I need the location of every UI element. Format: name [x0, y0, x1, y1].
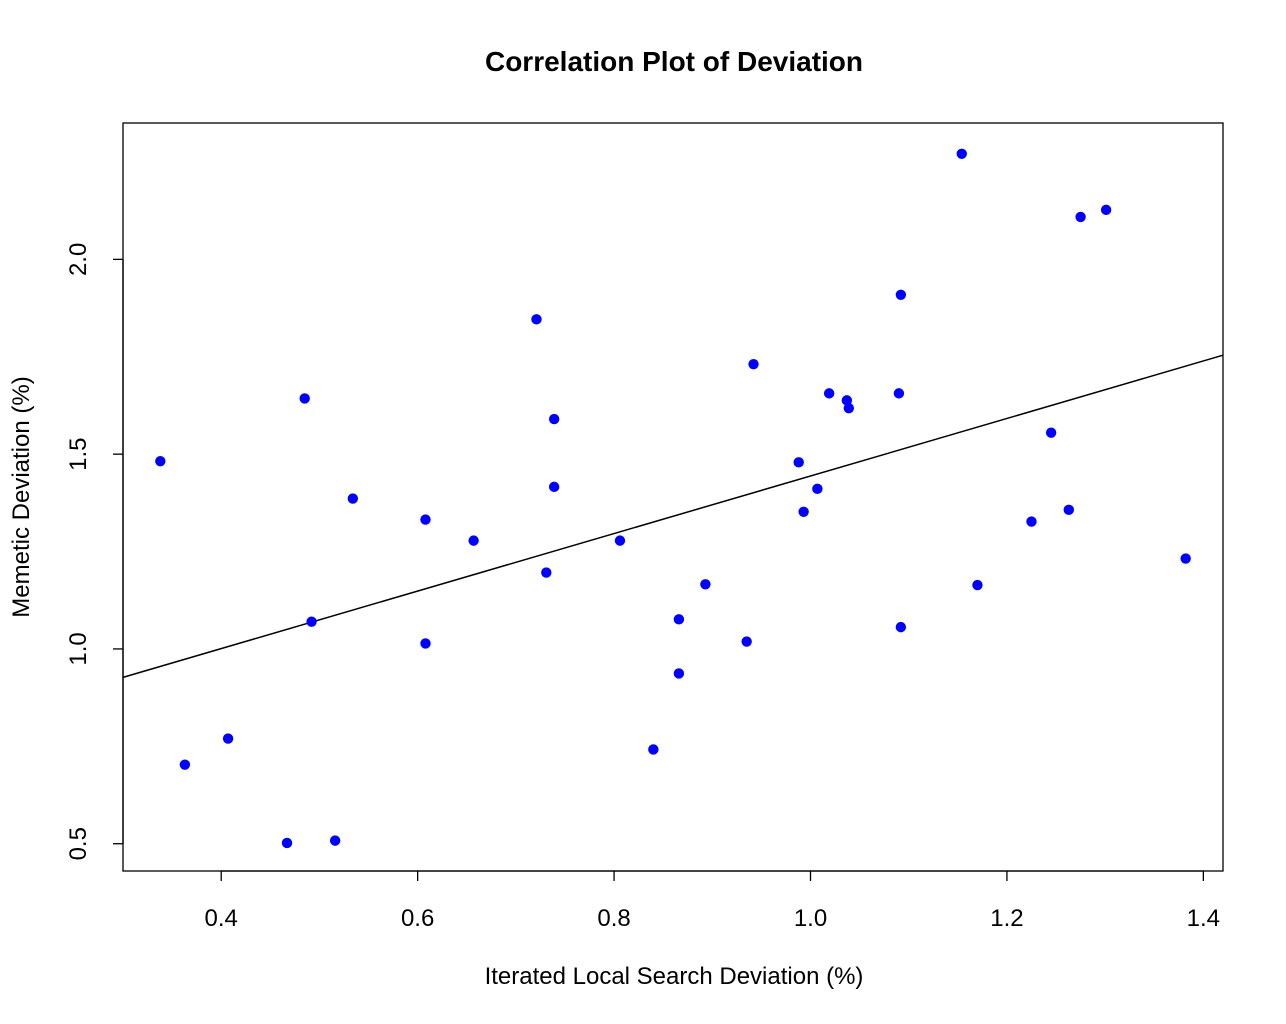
data-point — [748, 358, 759, 370]
data-point — [700, 579, 711, 590]
data-point — [299, 393, 310, 404]
y-axis: 0.5 1.0 1.5 2.0 — [65, 243, 124, 860]
data-point — [741, 636, 752, 647]
data-point — [1100, 204, 1112, 216]
data-point — [614, 535, 626, 546]
data-point — [420, 514, 431, 525]
x-axis: 0.4 0.6 0.8 1.0 1.2 1.4 — [205, 870, 1220, 932]
x-tick-label: 0.6 — [401, 905, 434, 932]
data-point — [956, 148, 967, 159]
regression-line — [122, 354, 1224, 679]
plot-frame — [122, 122, 1224, 872]
data-point — [1075, 211, 1086, 223]
data-point — [895, 621, 907, 633]
data-point — [155, 455, 166, 467]
data-points — [155, 148, 1191, 849]
x-tick-label: 1.2 — [990, 905, 1023, 932]
data-point — [972, 579, 983, 591]
y-tick-label: 1.5 — [65, 437, 92, 470]
data-point — [812, 483, 823, 495]
data-point — [179, 759, 191, 770]
y-tick-label: 2.0 — [65, 243, 92, 276]
data-point — [841, 395, 853, 406]
data-point — [893, 388, 905, 399]
data-point — [420, 638, 431, 649]
x-tick-label: 1.0 — [794, 905, 827, 932]
regression-line-group — [122, 354, 1224, 679]
chart-title: Correlation Plot of Deviation — [485, 46, 863, 77]
x-axis-label: Iterated Local Search Deviation (%) — [485, 963, 864, 990]
data-point — [347, 493, 359, 504]
data-point — [468, 535, 479, 546]
y-axis-label: Memetic Deviation (%) — [8, 376, 35, 617]
data-point — [329, 835, 341, 846]
y-tick-label: 1.0 — [65, 632, 92, 665]
data-point — [548, 481, 560, 493]
x-tick-label: 0.8 — [597, 905, 630, 932]
data-point — [222, 733, 234, 744]
data-point — [793, 457, 804, 468]
data-point — [673, 668, 685, 679]
x-tick-label: 1.4 — [1187, 905, 1220, 932]
data-point — [843, 402, 855, 414]
data-point — [541, 567, 552, 578]
data-point — [1026, 516, 1037, 527]
y-tick-label: 0.5 — [65, 827, 92, 860]
data-point — [648, 744, 659, 755]
data-point — [548, 413, 560, 425]
data-point — [798, 506, 809, 518]
data-point — [531, 314, 542, 325]
data-point — [1180, 553, 1191, 564]
data-point — [673, 614, 685, 625]
data-point — [1045, 427, 1057, 438]
data-point — [306, 616, 317, 627]
data-point — [281, 837, 293, 849]
data-point — [895, 289, 907, 301]
x-tick-label: 0.4 — [205, 905, 238, 932]
data-point — [1063, 504, 1075, 516]
data-point — [823, 388, 835, 399]
